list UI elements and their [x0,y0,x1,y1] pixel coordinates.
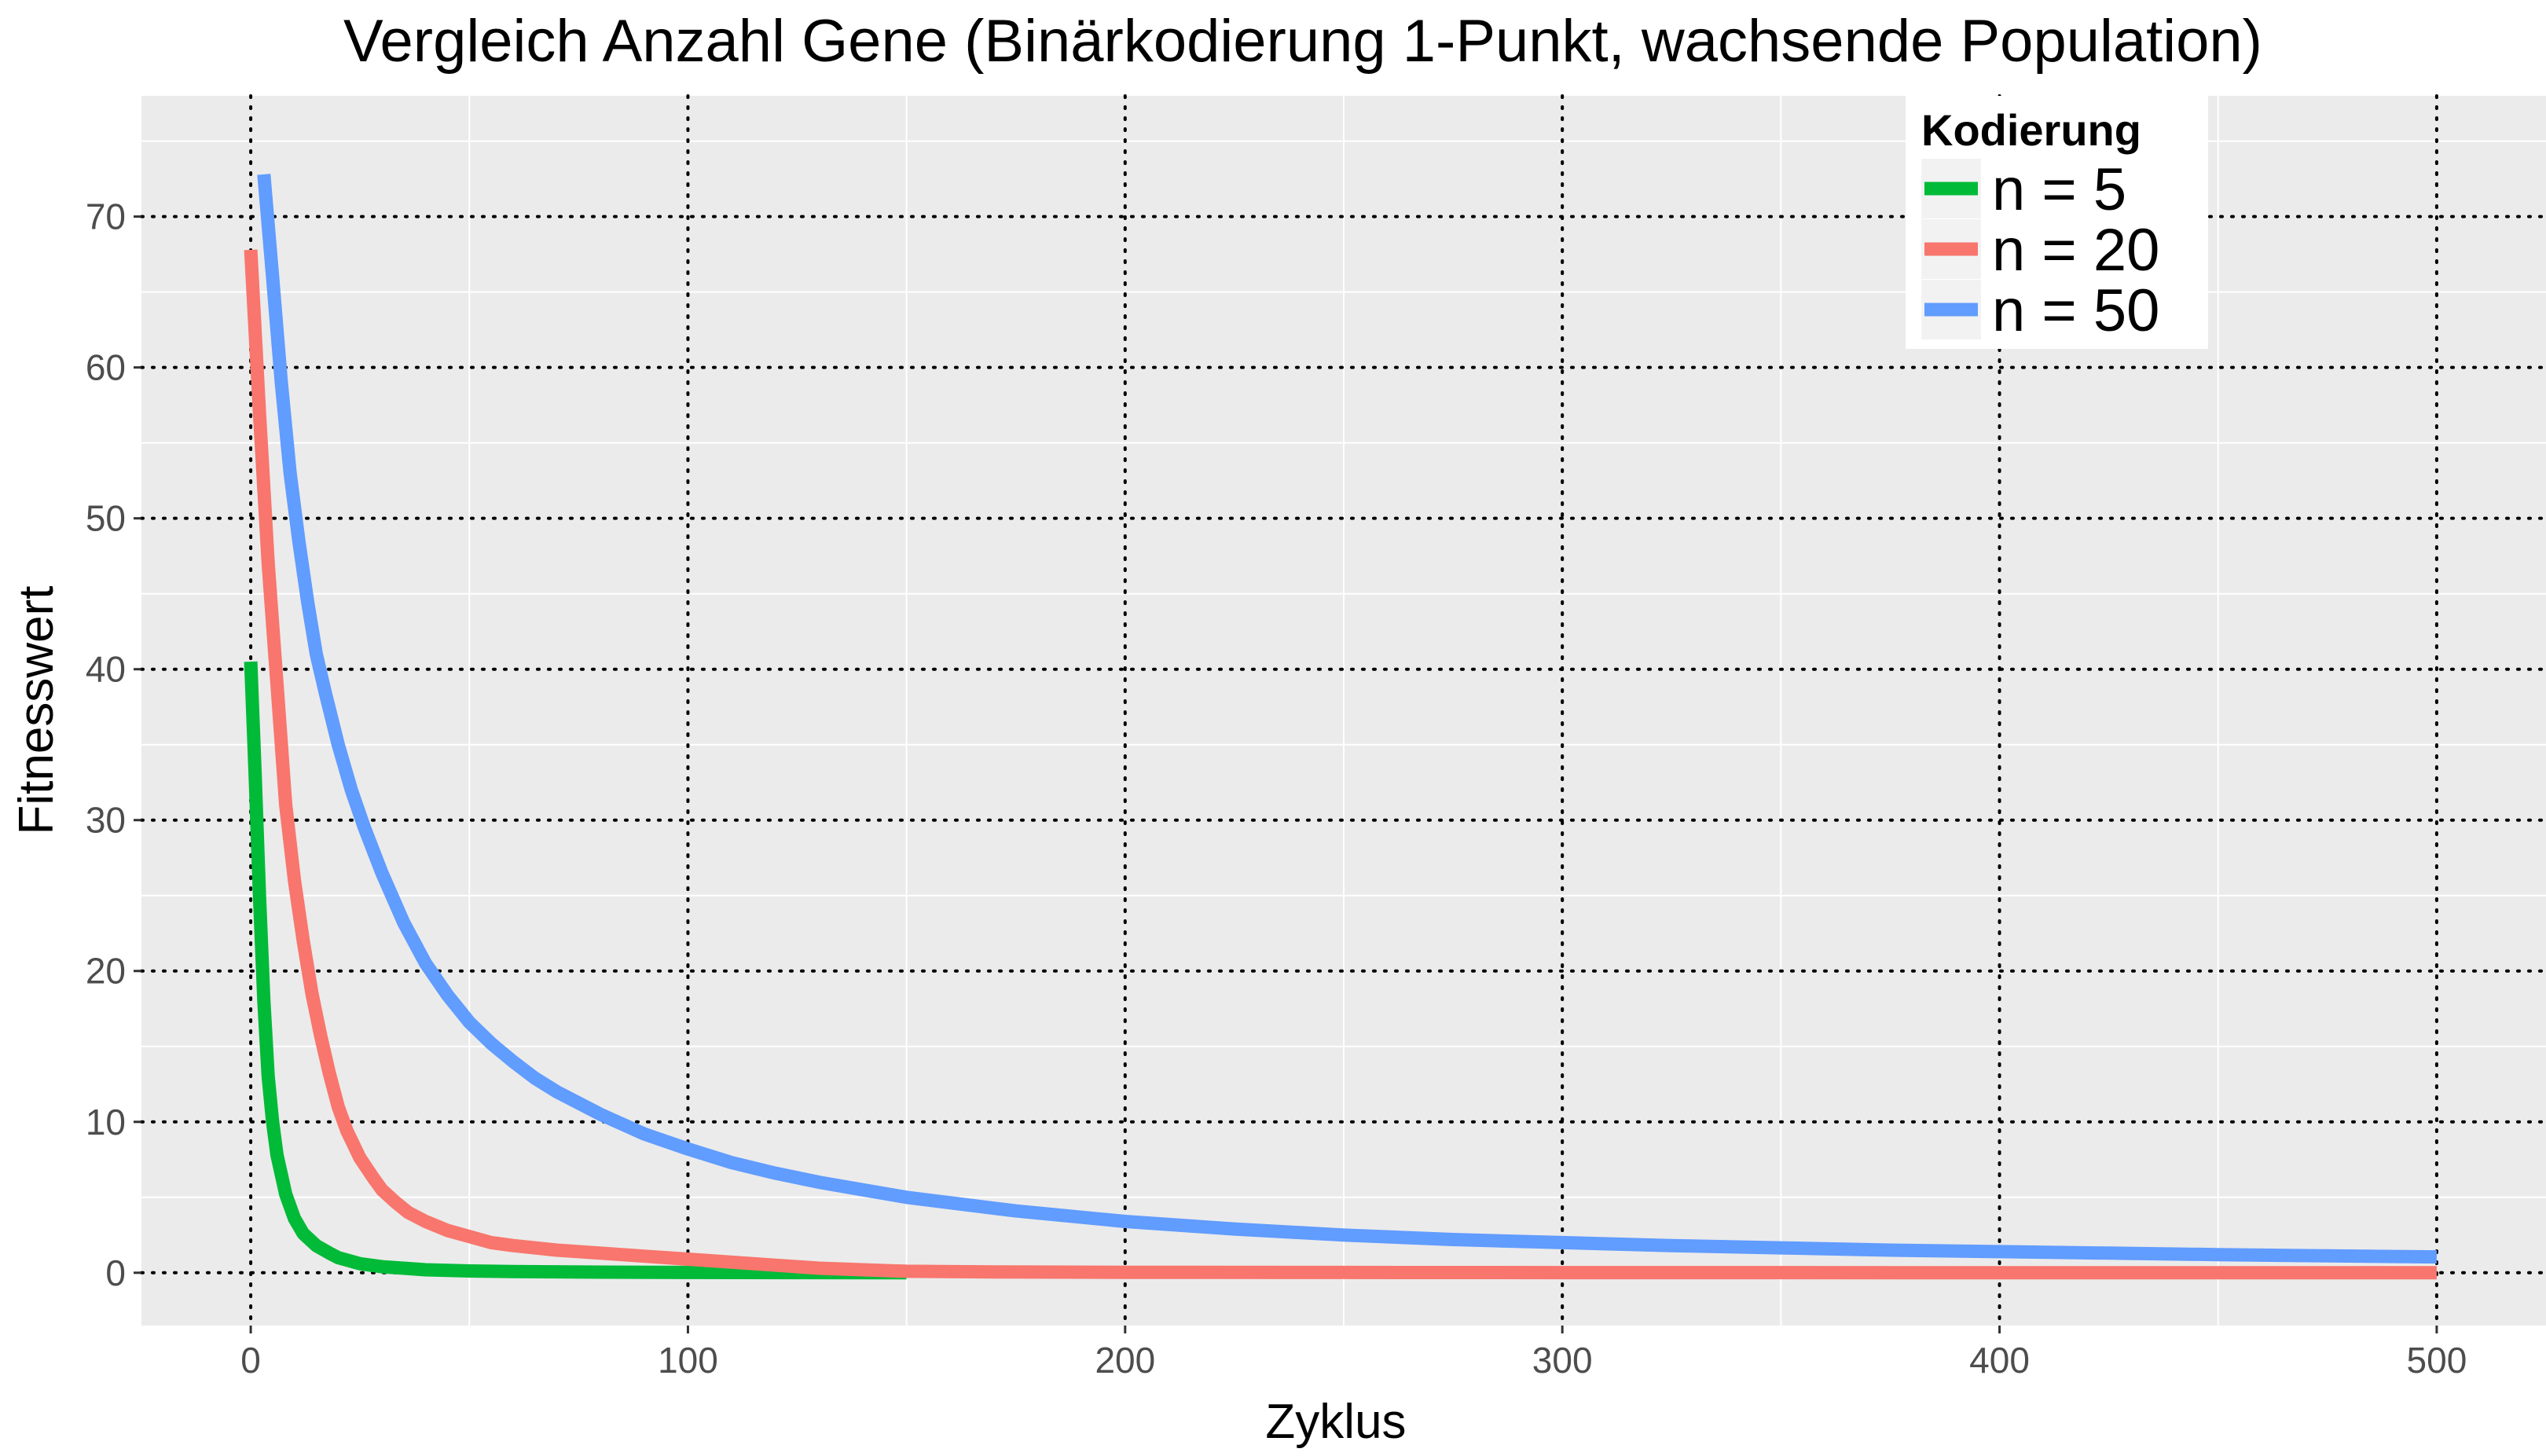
legend-title: Kodierung [1921,105,2141,155]
x-tick-label: 100 [658,1340,718,1381]
y-tick-label: 30 [86,800,126,841]
series-line-n-20 [244,249,2437,1280]
legend-label: n = 50 [1992,277,2159,344]
series-line-n-5 [244,661,907,1280]
legend-entries: n = 5n = 20n = 50 [1921,156,2159,344]
series-lines [244,174,2437,1280]
chart-title: Vergleich Anzahl Gene (Binärkodierung 1-… [343,8,2262,75]
grid-lines [140,94,2546,1327]
x-tick-label: 500 [2407,1340,2467,1381]
y-tick-label: 20 [86,951,126,992]
y-tick-label: 10 [86,1102,126,1142]
y-tick-label: 60 [86,347,126,388]
y-tick-label: 0 [105,1252,126,1293]
legend: Kodierung n = 5n = 20n = 50 [1906,96,2208,349]
series-line-n-50 [257,174,2437,1264]
x-axis-title: Zyklus [1265,1395,1406,1449]
y-axis-ticks: 0 10 20 30 40 50 60 70 [86,196,141,1293]
y-tick-label: 50 [86,498,126,539]
x-tick-label: 200 [1095,1340,1155,1381]
x-tick-label: 400 [1969,1340,2030,1381]
legend-label: n = 20 [1992,217,2159,284]
legend-label: n = 5 [1992,156,2126,223]
x-axis-ticks: 0 100 200 300 400 500 [240,1326,2467,1381]
y-axis-title: Fitnesswert [9,586,64,835]
x-tick-label: 300 [1532,1340,1593,1381]
y-tick-label: 40 [86,649,126,690]
x-tick-label: 0 [240,1340,261,1381]
y-tick-label: 70 [86,196,126,237]
